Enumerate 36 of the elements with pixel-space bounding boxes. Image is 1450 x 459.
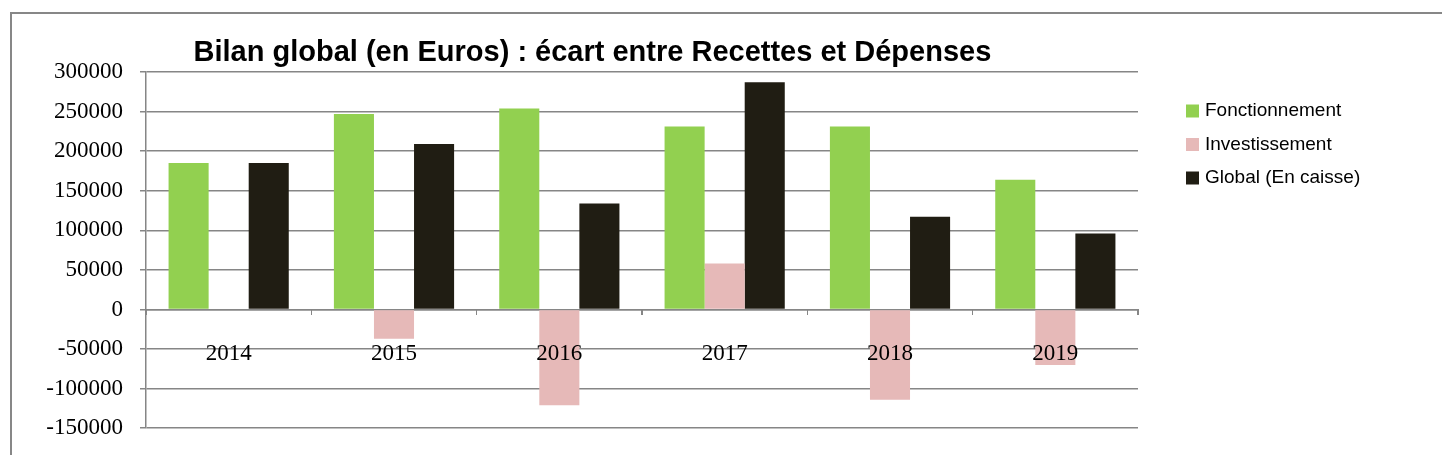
x-tick-label: 2018 [867,340,913,366]
y-tick-label: -150000 [46,414,123,440]
bar [1075,233,1116,309]
bar [333,113,374,309]
bar [539,310,580,406]
chart-title: Bilan global (en Euros) : écart entre Recettes et Dépenses [193,35,992,67]
x-tick-label: 2017 [701,340,748,366]
bar [499,108,540,309]
x-tick-label: 2019 [1032,340,1079,366]
legend-label: Investissement [1205,132,1333,154]
y-tick-label: 300000 [54,58,123,84]
y-tick-label: 0 [111,295,123,321]
y-tick-label: 50000 [65,255,123,281]
bar [910,216,951,309]
legend-label: Global (En caisse) [1205,166,1361,188]
bar [995,179,1036,309]
bar [373,310,415,339]
bar [664,126,705,309]
y-tick-label: 100000 [54,216,123,242]
x-tick-label: 2015 [371,340,417,366]
legend-label: Fonctionnement [1205,99,1342,121]
y-tick-label: 150000 [54,176,123,202]
bar [869,310,911,400]
bar [414,144,455,309]
bar [829,126,870,309]
bar [579,203,620,309]
x-tick-label: 2016 [536,340,583,366]
y-tick-label: -100000 [46,374,123,400]
bar [704,263,745,309]
y-tick-label: 250000 [54,97,123,123]
x-tick-label: 2014 [205,340,253,366]
bar [248,163,289,309]
y-tick-label: -50000 [57,335,123,361]
bar [168,163,209,309]
y-tick-label: 200000 [54,137,123,163]
bar [744,82,785,309]
